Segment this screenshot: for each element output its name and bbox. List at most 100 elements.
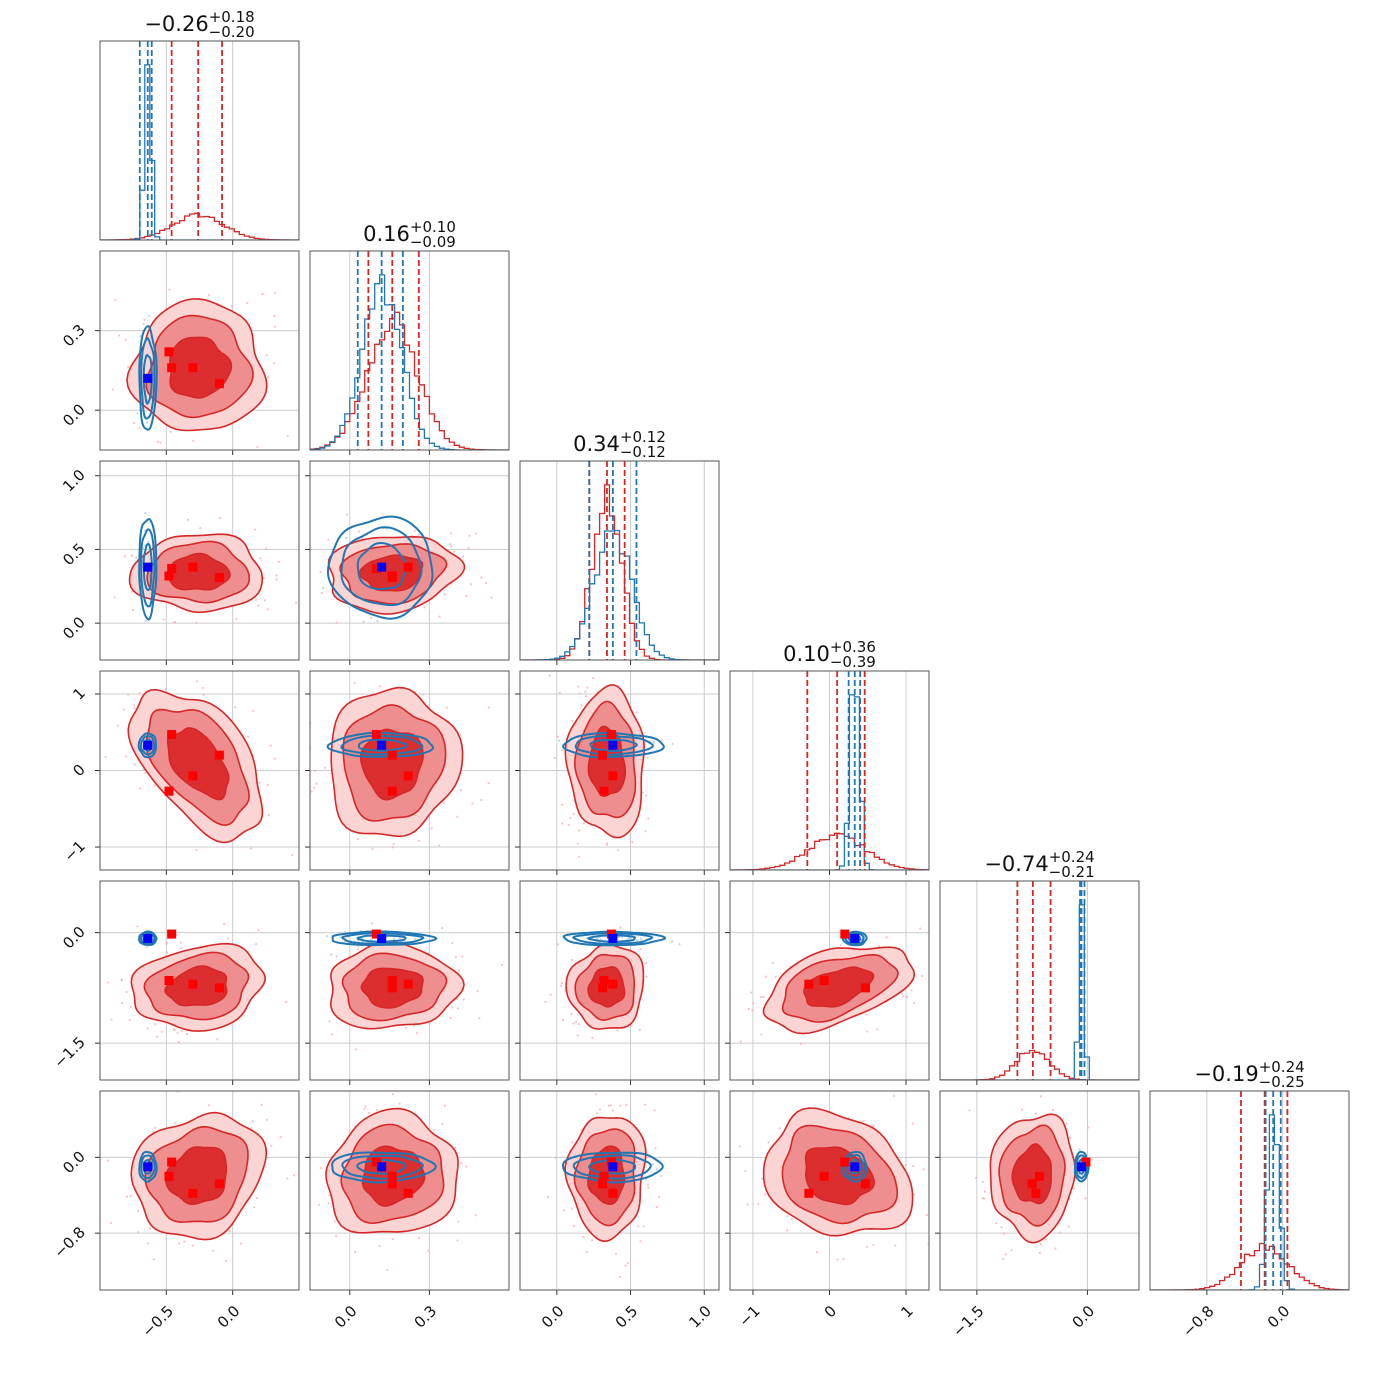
contour-blue-2 xyxy=(356,934,407,943)
title-plus: +0.36 xyxy=(830,638,876,656)
scatter-point xyxy=(269,744,272,747)
scatter-point xyxy=(369,938,373,941)
scatter-point xyxy=(619,926,622,929)
scatter-point xyxy=(415,1031,418,1035)
scatter-point xyxy=(378,1244,381,1248)
scatter-point xyxy=(712,1153,714,1155)
scatter-point xyxy=(560,749,564,752)
scatter-point xyxy=(138,691,141,695)
marker-red xyxy=(188,363,198,373)
scatter-point xyxy=(364,1105,367,1108)
diagonal-title: −0.26+0.18 −0.20 xyxy=(144,8,254,41)
scatter-point xyxy=(671,940,674,943)
scatter-point xyxy=(192,439,195,442)
scatter-point xyxy=(842,1257,845,1260)
panel-frame xyxy=(309,460,510,661)
marker-blue xyxy=(143,740,153,750)
marker-red xyxy=(599,976,609,985)
panel-3-3 xyxy=(729,670,930,875)
contour-blue-2 xyxy=(356,541,407,590)
scatter-point xyxy=(266,376,270,379)
marker-red xyxy=(188,1188,198,1198)
histogram-blue xyxy=(520,529,719,660)
marker-red xyxy=(167,1157,177,1167)
panel-5-3: −1 0 1 xyxy=(712,1090,930,1330)
scatter-point xyxy=(137,1230,140,1234)
scatter-point xyxy=(270,1144,273,1147)
scatter-point xyxy=(266,608,269,611)
scatter-point xyxy=(900,992,904,995)
scatter-point xyxy=(577,855,581,858)
marker-blue xyxy=(377,933,387,943)
scatter-point xyxy=(572,1022,575,1025)
scatter-point xyxy=(577,1022,580,1026)
scatter-point xyxy=(739,1040,742,1043)
marker-blue xyxy=(143,562,153,572)
panel-frame xyxy=(309,880,510,1081)
scatter-point xyxy=(467,546,470,549)
scatter-point xyxy=(893,1094,896,1098)
scatter-point xyxy=(356,948,360,951)
histogram-blue xyxy=(1150,1114,1349,1290)
scatter-point xyxy=(117,334,121,337)
scatter-point xyxy=(293,801,295,803)
scatter-point xyxy=(746,1203,749,1206)
scatter-point xyxy=(275,574,278,577)
diagonal-title: 0.34+0.12 −0.12 xyxy=(573,428,666,461)
contour-blue-0 xyxy=(138,930,158,946)
panel-5-2: 0.0 0.5 1.0 xyxy=(515,1090,720,1332)
scatter-point xyxy=(331,1033,334,1036)
x-tick-label: −1 xyxy=(735,1302,763,1330)
panel-frame xyxy=(99,880,300,1081)
scatter-point xyxy=(1002,1232,1006,1235)
marker-blue xyxy=(377,562,387,572)
scatter-point xyxy=(430,827,433,830)
marker-red xyxy=(188,979,198,989)
scatter-point xyxy=(423,606,426,609)
scatter-point xyxy=(328,1020,331,1023)
scatter-point xyxy=(630,1024,633,1027)
panel-frame xyxy=(309,250,510,451)
scatter-point xyxy=(591,1036,594,1039)
scatter-point xyxy=(1034,1112,1037,1115)
scatter-point xyxy=(346,513,349,516)
scatter-point xyxy=(255,598,258,601)
scatter-point xyxy=(558,691,561,694)
scatter-point xyxy=(585,1250,588,1253)
scatter-point xyxy=(201,686,204,690)
marker-blue xyxy=(143,373,153,383)
scatter-point xyxy=(562,1209,566,1212)
scatter-point xyxy=(981,1197,984,1200)
marker-blue xyxy=(143,933,153,943)
scatter-point xyxy=(626,937,630,941)
scatter-point xyxy=(96,581,98,583)
scatter-point xyxy=(392,937,396,940)
marker-red xyxy=(403,1188,413,1198)
panel-2-1 xyxy=(305,460,510,665)
marker-red xyxy=(608,1188,618,1198)
contour-blue-1 xyxy=(341,932,425,945)
marker-red xyxy=(371,1157,381,1167)
contour-blue-1 xyxy=(844,1154,865,1179)
scatter-point xyxy=(445,706,448,709)
panel-5-0: −0.8 0.0 −0.5 0.0 xyxy=(50,1090,300,1341)
scatter-point xyxy=(273,314,276,318)
panel-frame xyxy=(309,670,510,871)
scatter-point xyxy=(567,823,570,827)
panel-content xyxy=(317,1093,477,1271)
scatter-point xyxy=(156,440,160,443)
scatter-point xyxy=(142,547,145,550)
scatter-point xyxy=(1054,1247,1057,1250)
marker-blue xyxy=(143,1162,153,1172)
scatter-point xyxy=(122,708,125,711)
scatter-point xyxy=(139,335,142,338)
scatter-point xyxy=(619,1104,622,1107)
contour-blue-2 xyxy=(357,738,408,752)
scatter-point xyxy=(453,1146,457,1149)
scatter-point xyxy=(398,1102,401,1105)
title-median: −0.74 xyxy=(984,852,1048,876)
scatter-point xyxy=(560,803,564,806)
panel-3-0: −1 0 1 xyxy=(60,670,300,875)
panel-frame xyxy=(519,460,720,661)
scatter-point xyxy=(250,1127,253,1130)
